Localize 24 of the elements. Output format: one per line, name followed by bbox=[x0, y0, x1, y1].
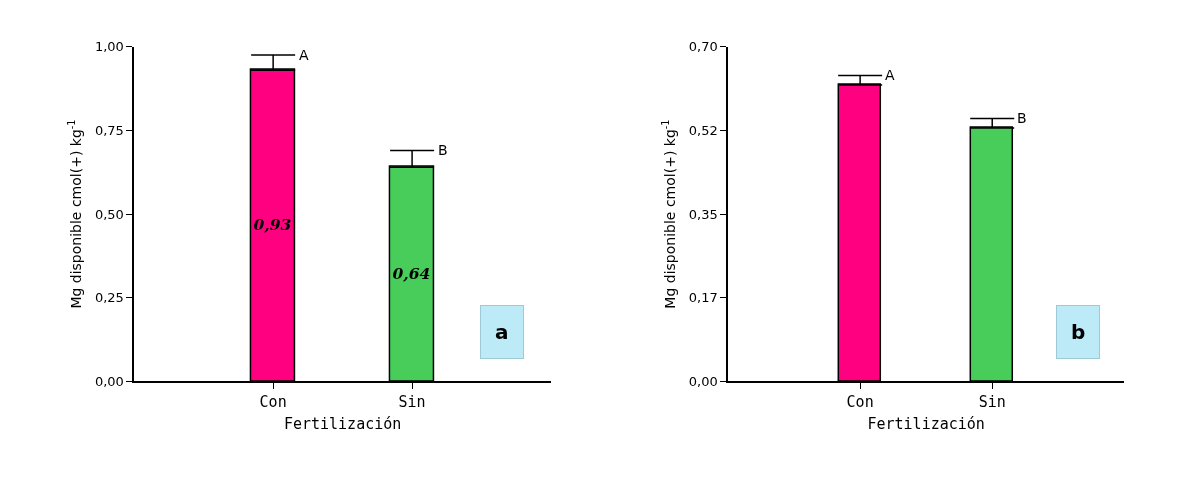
data-label: 0,64 bbox=[392, 264, 431, 284]
y-tick-label: 0,17 bbox=[688, 290, 718, 306]
y-tick-label: 0,00 bbox=[94, 373, 124, 389]
y-tick-label: 0,00 bbox=[688, 373, 718, 389]
x-tick-label: Sin bbox=[978, 393, 1006, 412]
y-tick-label: 1,00 bbox=[94, 39, 124, 55]
x-axis-title: Fertilización bbox=[283, 414, 402, 433]
annotation: B bbox=[438, 142, 448, 158]
y-tick-label: 0,35 bbox=[688, 206, 718, 222]
annotation: a bbox=[495, 320, 509, 344]
y-tick-label: 0,70 bbox=[688, 39, 718, 55]
x-axis-title: Fertilización bbox=[867, 414, 985, 433]
data-label: 0,93 bbox=[253, 215, 292, 235]
annotation: A bbox=[885, 67, 895, 83]
annotation: b bbox=[1071, 320, 1086, 344]
y-tick-label: 0,52 bbox=[688, 122, 718, 138]
x-tick-label: Sin bbox=[398, 393, 426, 412]
y-tick-label: 0,50 bbox=[94, 206, 124, 222]
annotation: B bbox=[1017, 110, 1027, 126]
y-tick-label: 0,75 bbox=[94, 122, 124, 138]
x-tick-label: Con bbox=[846, 393, 874, 412]
x-tick-label: Con bbox=[259, 393, 287, 412]
annotation: A bbox=[299, 47, 309, 63]
y-tick-label: 0,25 bbox=[94, 290, 124, 306]
